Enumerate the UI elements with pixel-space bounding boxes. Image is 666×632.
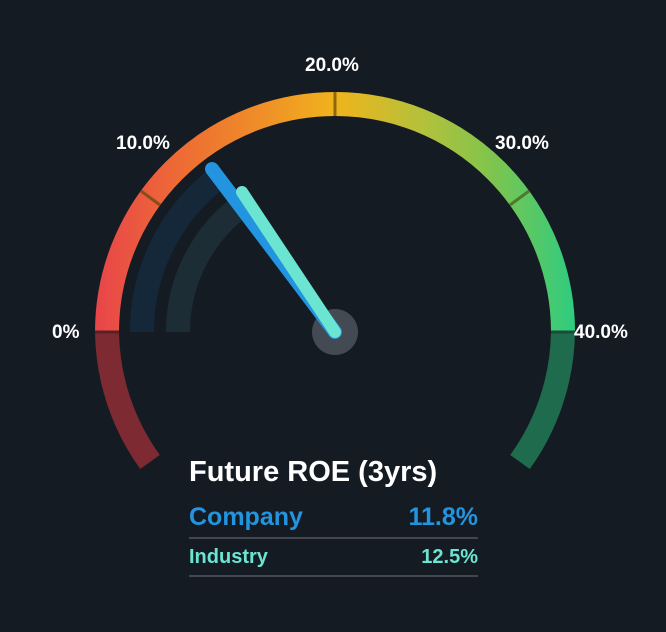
tick-label-30: 30.0% (495, 133, 549, 154)
tick-label-0: 0% (52, 322, 80, 343)
tick-label-20: 20.0% (305, 55, 359, 76)
company-track-arc (129, 167, 227, 333)
gauge-ticks (95, 92, 575, 334)
tick-label-10: 10.0% (116, 133, 170, 154)
company-row: Company 11.8% (189, 497, 478, 539)
company-value: 11.8% (408, 502, 478, 531)
company-label: Company (189, 502, 303, 531)
industry-label: Industry (189, 545, 268, 568)
industry-track-arc (165, 191, 255, 333)
gauge-below-min-arc (95, 331, 160, 470)
industry-needle (236, 186, 341, 338)
industry-value: 12.5% (421, 545, 478, 568)
legend-panel: Future ROE (3yrs) Company 11.8% Industry… (189, 455, 478, 577)
chart-title: Future ROE (3yrs) (189, 456, 438, 488)
tick-label-40: 40.0% (574, 322, 628, 343)
industry-row: Industry 12.5% (189, 539, 478, 577)
gauge-above-max-arc (510, 331, 575, 470)
